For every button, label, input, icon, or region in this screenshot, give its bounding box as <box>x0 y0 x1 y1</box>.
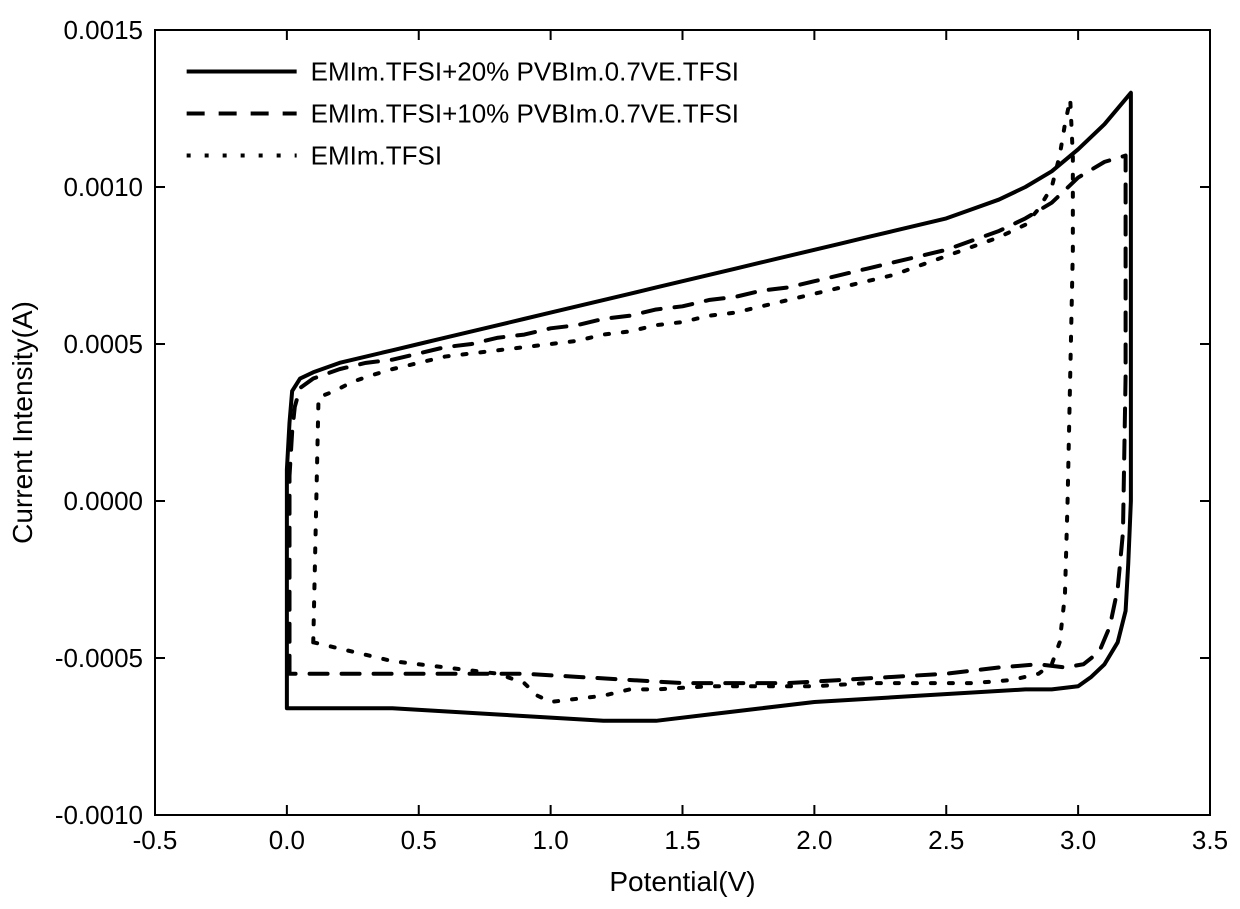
y-tick-label: 0.0010 <box>63 172 143 202</box>
cv-chart: -0.50.00.51.01.52.02.53.03.5-0.0010-0.00… <box>0 0 1240 909</box>
chart-svg: -0.50.00.51.01.52.02.53.03.5-0.0010-0.00… <box>0 0 1240 909</box>
legend: EMIm.TFSI+20% PVBIm.0.7VE.TFSI EMIm.TFSI+… <box>187 57 739 171</box>
y-axis-title: Current Intensity(A) <box>7 301 38 544</box>
x-tick-label: 3.5 <box>1192 825 1228 855</box>
x-tick-label: 1.0 <box>533 825 569 855</box>
x-tick-label: 3.0 <box>1060 825 1096 855</box>
x-tick-label: 0.5 <box>401 825 437 855</box>
x-tick-label: 0.0 <box>269 825 305 855</box>
x-tick-label: 2.0 <box>796 825 832 855</box>
series-s20 <box>287 93 1131 721</box>
y-tick-label: 0.0005 <box>63 329 143 359</box>
x-tick-label: 2.5 <box>928 825 964 855</box>
y-tick-label: -0.0005 <box>55 643 143 673</box>
x-tick-label: 1.5 <box>664 825 700 855</box>
legend-label: EMIm.TFSI <box>311 141 442 171</box>
x-axis-title: Potential(V) <box>609 866 755 897</box>
y-tick-label: -0.0010 <box>55 800 143 830</box>
y-tick-label: 0.0015 <box>63 15 143 45</box>
series-s10 <box>290 156 1126 684</box>
legend-label: EMIm.TFSI+10% PVBIm.0.7VE.TFSI <box>311 99 739 129</box>
series-s0 <box>313 99 1073 702</box>
series-group <box>287 93 1131 721</box>
y-tick-label: 0.0000 <box>63 486 143 516</box>
legend-label: EMIm.TFSI+20% PVBIm.0.7VE.TFSI <box>311 57 739 87</box>
